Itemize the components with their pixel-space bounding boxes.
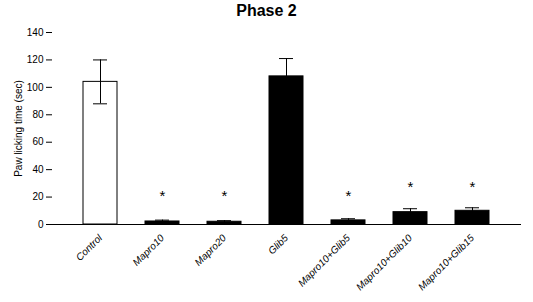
svg-text:140: 140 [27, 27, 44, 38]
svg-text:*: * [222, 187, 228, 204]
svg-text:*: * [346, 187, 352, 204]
svg-text:Mapro20: Mapro20 [192, 232, 228, 268]
svg-text:Glib5: Glib5 [266, 232, 291, 257]
html-text:Phase 2: Phase 2 [236, 2, 297, 19]
svg-text:Control: Control [74, 232, 105, 263]
svg-text:Mapro10: Mapro10 [130, 232, 166, 268]
svg-text:20: 20 [32, 191, 44, 202]
svg-text:40: 40 [32, 164, 44, 175]
svg-text:Mapro10+Glib5: Mapro10+Glib5 [296, 232, 353, 289]
svg-text:Mapro10+Glib10: Mapro10+Glib10 [354, 232, 415, 293]
svg-text:60: 60 [32, 136, 44, 147]
svg-text:0: 0 [38, 219, 44, 230]
svg-text:120: 120 [27, 54, 44, 65]
svg-text:*: * [160, 187, 166, 204]
svg-text:Mapro10+Glib15: Mapro10+Glib15 [416, 232, 477, 293]
svg-text:*: * [408, 178, 414, 195]
svg-text:80: 80 [32, 109, 44, 120]
svg-text:100: 100 [27, 82, 44, 93]
svg-text:*: * [470, 178, 476, 195]
svg-text:Paw licking time (sec): Paw licking time (sec) [13, 80, 24, 177]
